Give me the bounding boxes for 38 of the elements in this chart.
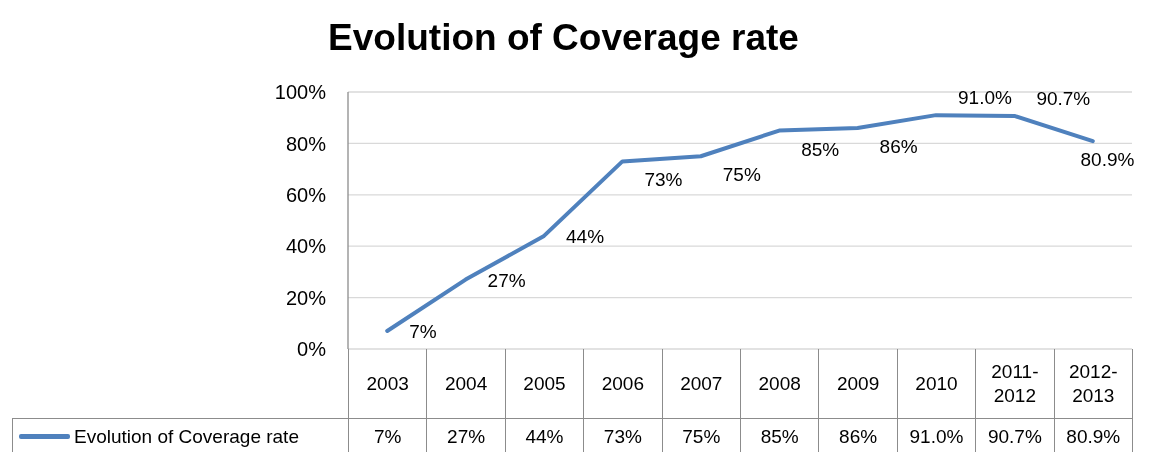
text: 90.7% (1036, 87, 1091, 109)
y-tick-label: 60% (285, 183, 327, 206)
text: 80.9% (1080, 148, 1135, 170)
data-label: 86% (839, 425, 878, 448)
y-tick-label: 80% (285, 132, 327, 155)
data-label: 7% (373, 425, 402, 448)
x-tick-label: 2011-2012 (990, 359, 1040, 408)
x-tick-label: 2005 (523, 371, 566, 396)
text: 44% (566, 225, 605, 247)
data-label: 90.7% (987, 425, 1042, 448)
y-tick-label: 20% (285, 286, 327, 309)
text: 7% (409, 320, 437, 342)
text: 85% (801, 138, 840, 160)
x-tick-label: 2008 (758, 371, 801, 396)
x-tick-label: 2003 (366, 371, 409, 396)
legend-label: Evolution of Coverage rate (74, 425, 299, 448)
data-label: 73% (603, 425, 642, 448)
text: 75% (722, 163, 761, 185)
text: 27% (487, 269, 526, 291)
data-label: 85% (760, 425, 799, 448)
x-tick-label: 2010 (915, 371, 958, 396)
data-label: 75% (682, 425, 721, 448)
x-tick-label: 2012-2013 (1068, 359, 1119, 408)
data-label: 27% (447, 425, 486, 448)
y-tick-label: 100% (274, 81, 327, 104)
y-tick-label: 0% (297, 338, 327, 361)
y-tick-label: 40% (285, 235, 327, 258)
text: 91.0% (958, 86, 1012, 108)
data-label: 44% (525, 425, 564, 448)
x-tick-label: 2006 (601, 371, 645, 396)
chart-title: Evolution of Coverage rate (327, 17, 800, 58)
x-tick-label: 2009 (836, 371, 880, 396)
x-tick-label: 2004 (444, 371, 488, 396)
data-label: 80.9% (1066, 425, 1121, 448)
text: 86% (879, 135, 918, 157)
data-label: 91.0% (909, 425, 964, 448)
text: 73% (644, 168, 683, 190)
x-tick-label: 2007 (680, 371, 723, 396)
